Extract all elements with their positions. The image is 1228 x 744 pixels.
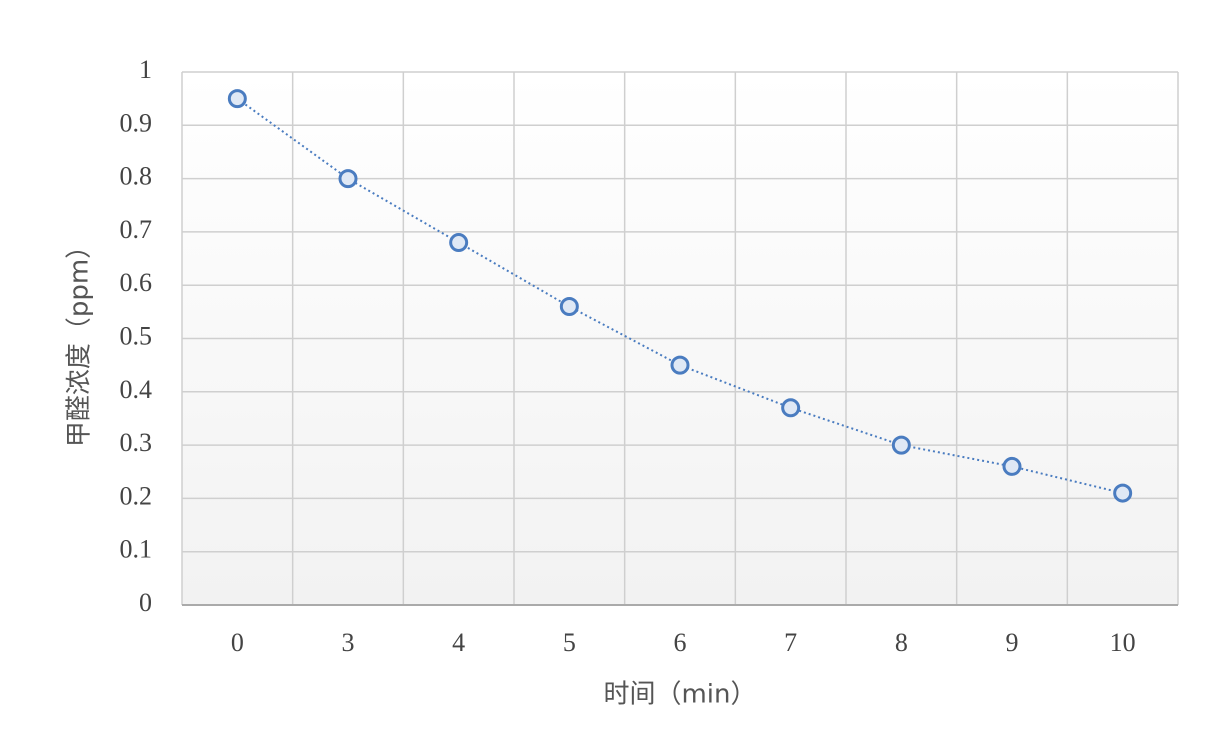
y-tick-label: 0.3 (120, 428, 153, 457)
marker (781, 398, 801, 418)
marker (670, 355, 690, 375)
marker (891, 435, 911, 455)
x-tick-label: 4 (452, 628, 465, 657)
y-tick-label: 0.4 (120, 375, 153, 404)
marker (1002, 456, 1022, 476)
y-tick-label: 0 (139, 588, 152, 617)
marker (338, 169, 358, 189)
y-tick-label: 0.5 (120, 321, 153, 350)
x-tick-label: 8 (895, 628, 908, 657)
y-tick-label: 1 (139, 55, 152, 84)
marker (449, 233, 469, 253)
x-tick-label: 5 (563, 628, 576, 657)
x-tick-label: 0 (231, 628, 244, 657)
x-tick-label: 3 (342, 628, 355, 657)
x-tick-label: 10 (1110, 628, 1136, 657)
y-tick-label: 0.7 (120, 215, 153, 244)
y-tick-label: 0.6 (120, 268, 153, 297)
y-axis-title: 甲醛浓度（ppm） (65, 233, 95, 447)
y-tick-label: 0.2 (120, 481, 153, 510)
marker (227, 89, 247, 109)
x-tick-label: 7 (784, 628, 797, 657)
y-tick-label: 0.1 (120, 535, 153, 564)
x-tick-label: 6 (674, 628, 687, 657)
x-axis-title: 时间（min） (603, 680, 756, 710)
y-tick-label: 0.9 (120, 108, 153, 137)
marker (559, 297, 579, 317)
y-tick-label: 0.8 (120, 162, 153, 191)
marker (1113, 483, 1133, 503)
x-tick-label: 9 (1006, 628, 1019, 657)
